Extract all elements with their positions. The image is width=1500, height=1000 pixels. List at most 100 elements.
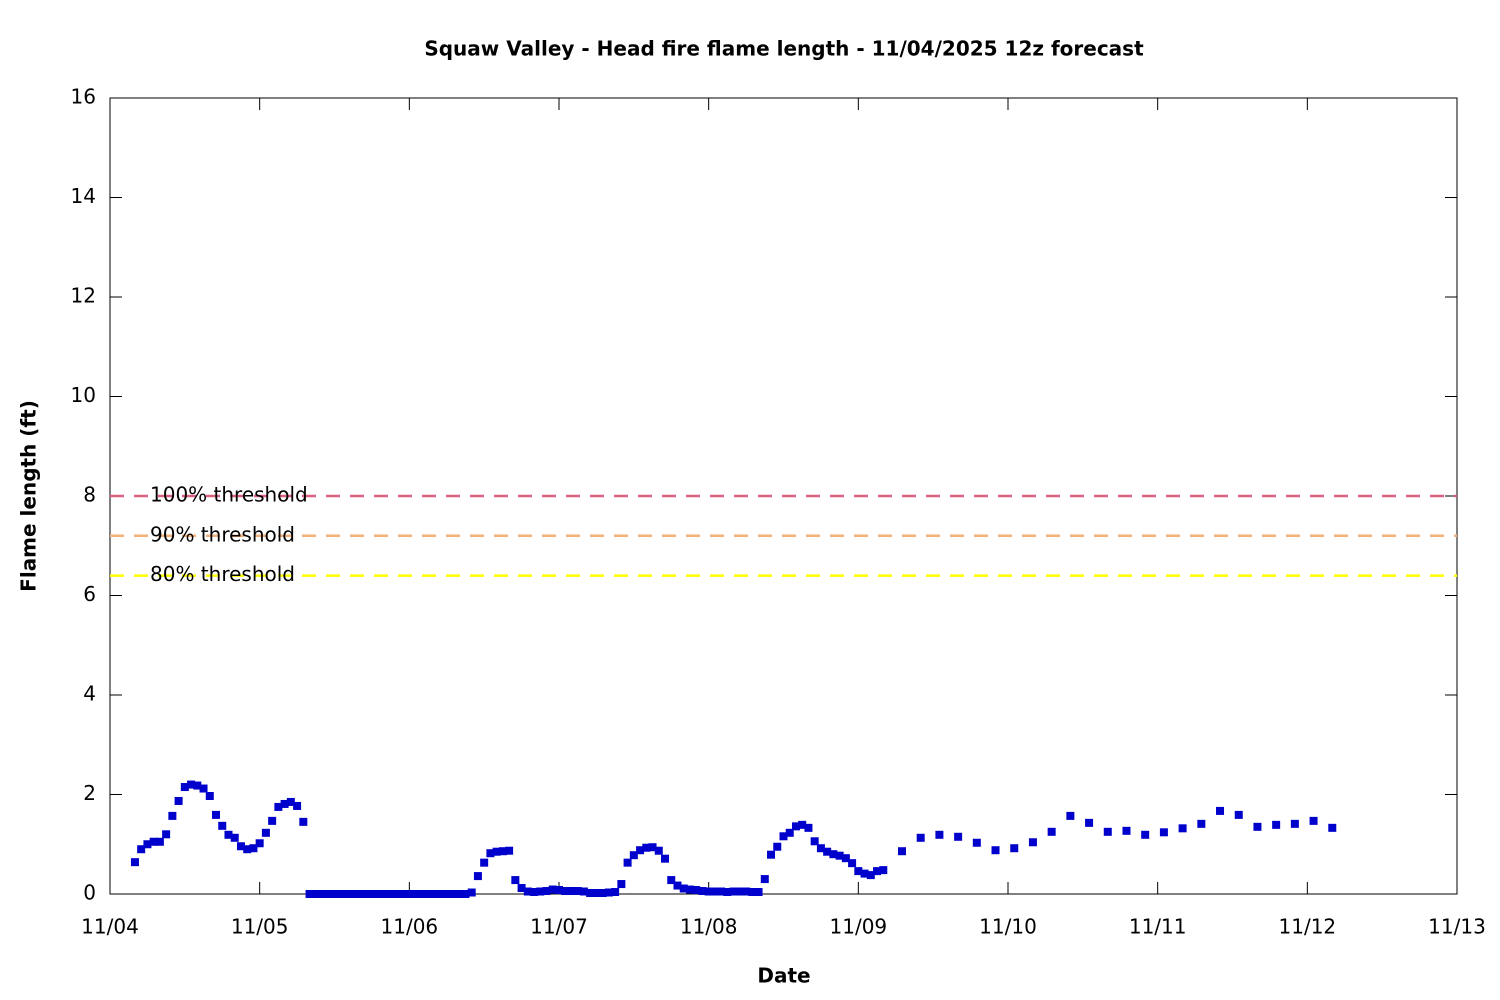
y-axis-title: Flame length (ft)	[17, 400, 41, 592]
data-point	[386, 890, 395, 898]
data-point	[1103, 827, 1112, 836]
x-tick-label: 11/06	[381, 915, 439, 939]
threshold-label: 90% threshold	[150, 522, 295, 546]
data-point	[367, 890, 376, 898]
y-tick-label: 6	[83, 582, 96, 606]
data-point	[261, 828, 270, 837]
data-point	[268, 816, 277, 825]
data-point	[555, 886, 563, 895]
data-point	[411, 890, 420, 898]
y-tick-label: 14	[71, 184, 96, 208]
data-point	[530, 888, 539, 897]
data-point	[1309, 816, 1318, 825]
data-point	[717, 887, 726, 896]
data-point	[399, 890, 408, 898]
data-point	[162, 830, 171, 839]
data-point	[810, 837, 819, 846]
data-point	[505, 846, 514, 855]
data-point	[611, 888, 620, 897]
data-point	[286, 797, 295, 806]
data-point	[604, 888, 613, 897]
data-point	[1159, 828, 1168, 837]
data-point	[704, 887, 713, 896]
data-point	[848, 859, 857, 868]
data-point	[130, 858, 139, 867]
data-point	[324, 890, 333, 898]
y-tick-label: 8	[83, 483, 96, 507]
data-point	[330, 890, 339, 898]
data-point	[336, 890, 345, 898]
data-point	[355, 890, 364, 898]
data-point	[280, 799, 289, 808]
x-tick-label: 11/07	[530, 915, 588, 939]
data-point	[137, 845, 146, 854]
data-point	[586, 889, 595, 898]
data-point	[916, 833, 925, 842]
data-point	[829, 850, 838, 859]
data-point	[380, 890, 389, 898]
data-point	[430, 890, 439, 898]
data-point	[972, 838, 981, 847]
data-point	[212, 810, 221, 819]
data-point	[1253, 822, 1262, 831]
data-point	[143, 840, 152, 849]
data-point	[1216, 806, 1225, 815]
x-axis-title: Date	[757, 964, 810, 988]
data-point	[1010, 844, 1019, 853]
data-point	[174, 796, 183, 805]
data-point	[798, 820, 807, 829]
data-point	[405, 890, 414, 898]
data-point	[442, 890, 451, 898]
data-point	[392, 890, 401, 898]
data-point	[823, 847, 832, 856]
data-point	[804, 823, 813, 832]
x-tick-label: 11/12	[1279, 915, 1337, 939]
data-point	[318, 890, 327, 898]
data-point	[592, 889, 601, 898]
data-point	[1085, 818, 1094, 827]
data-point	[299, 817, 308, 826]
data-point	[168, 811, 177, 820]
data-point	[243, 845, 252, 854]
data-point	[1328, 823, 1337, 832]
data-point	[436, 890, 445, 898]
data-point	[180, 783, 189, 792]
data-point	[311, 890, 320, 898]
data-point	[785, 828, 794, 837]
data-point	[723, 888, 732, 897]
x-tick-label: 11/10	[979, 915, 1037, 939]
data-point	[735, 887, 744, 896]
data-point	[935, 830, 944, 839]
data-point	[742, 887, 751, 896]
data-point	[661, 854, 670, 863]
data-point	[760, 875, 769, 884]
data-point	[654, 846, 663, 855]
data-point	[193, 781, 202, 790]
data-point	[991, 846, 1000, 855]
data-point	[754, 888, 763, 897]
data-point	[1028, 838, 1037, 847]
data-point	[1141, 830, 1150, 839]
data-point	[349, 890, 358, 898]
data-point	[1047, 827, 1056, 836]
data-point	[873, 867, 882, 876]
y-tick-label: 4	[83, 682, 96, 706]
data-point	[511, 876, 520, 885]
data-point	[835, 851, 844, 860]
data-point	[255, 839, 264, 848]
data-point	[293, 801, 302, 810]
data-point	[1234, 810, 1243, 819]
data-point	[623, 858, 632, 867]
data-point	[567, 887, 576, 896]
data-point	[816, 844, 825, 853]
data-point	[779, 832, 788, 841]
data-point	[1197, 819, 1206, 828]
y-tick-label: 2	[83, 781, 96, 805]
data-point	[860, 869, 869, 878]
data-point	[536, 887, 545, 896]
data-point	[617, 880, 626, 889]
data-point	[673, 881, 682, 890]
data-point	[361, 890, 370, 898]
data-point	[636, 846, 645, 855]
